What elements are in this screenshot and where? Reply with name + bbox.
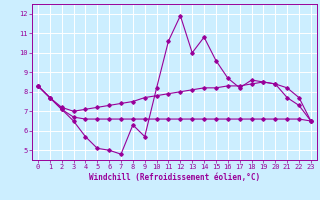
X-axis label: Windchill (Refroidissement éolien,°C): Windchill (Refroidissement éolien,°C): [89, 173, 260, 182]
